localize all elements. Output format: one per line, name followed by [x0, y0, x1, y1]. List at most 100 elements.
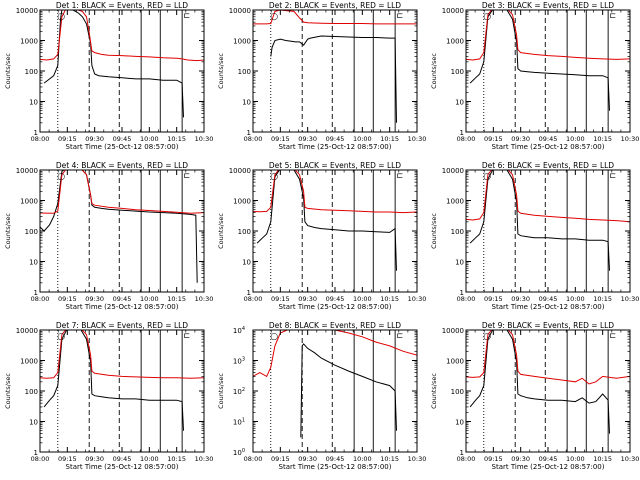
panel-det-3: Det 3: BLACK = Events, RED = LLD Counts/s…: [430, 1, 639, 151]
y-tick-label: 10: [242, 259, 251, 267]
y-tick-label: 100: [451, 228, 464, 236]
x-tick-label: 09:45: [539, 295, 558, 303]
x-tick-label: 10:15: [167, 135, 186, 143]
x-tick-label: 09:45: [113, 295, 132, 303]
y-tick-label: 1000: [233, 38, 251, 46]
panel-title: Det 6: BLACK = Events, RED = LLD: [482, 161, 614, 170]
y-tick-label: 10000: [16, 167, 38, 175]
x-tick-label: 09:45: [113, 135, 132, 143]
y-tick-label: 10: [455, 419, 464, 427]
y-tick-label: 100: [238, 68, 251, 76]
series-lld: [466, 330, 630, 385]
y-axis-label: Counts/sec: [4, 373, 12, 409]
x-tick-label: 09:45: [326, 295, 345, 303]
bracket-marker: ⊏: [184, 331, 191, 340]
y-tick-label: 1: [460, 129, 464, 137]
x-tick-label: 10:00: [353, 135, 372, 143]
x-tick-label: 10:30: [408, 455, 427, 463]
bracket-marker: ⊏: [610, 11, 617, 20]
panel-det-2: Det 2: BLACK = Events, RED = LLD Counts/s…: [217, 1, 426, 151]
plot-frame: [39, 169, 205, 293]
x-tick-label: 08:00: [244, 295, 263, 303]
event-marker: ○: [483, 172, 491, 182]
x-tick-label: 09:45: [539, 135, 558, 143]
series-lld: [466, 10, 630, 61]
y-tick-label: 10: [242, 99, 251, 107]
panel-title: Det 7: BLACK = Events, RED = LLD: [56, 321, 188, 330]
event-marker: ○: [483, 332, 491, 342]
x-tick-label: 09:30: [298, 295, 317, 303]
x-tick-label: 09:45: [326, 135, 345, 143]
x-tick-label: 09:15: [58, 135, 77, 143]
x-tick-label: 09:15: [58, 455, 77, 463]
x-tick-label: 10:00: [353, 295, 372, 303]
x-tick-label: 10:15: [380, 295, 399, 303]
y-tick-label: 100: [25, 388, 38, 396]
y-tick-label: 10000: [442, 167, 464, 175]
x-tick-label: 10:30: [195, 455, 214, 463]
y-tick-label: 103: [233, 357, 245, 366]
x-tick-label: 10:30: [195, 135, 214, 143]
x-axis-label: Start Time (25-Oct-12 08:57:00): [492, 143, 605, 151]
y-tick-label: 10000: [16, 7, 38, 15]
x-tick-label: 10:30: [621, 295, 640, 303]
y-tick-label: 10000: [229, 7, 251, 15]
x-axis-label: Start Time (25-Oct-12 08:57:00): [279, 303, 392, 311]
y-tick-label: 10000: [16, 327, 38, 335]
bracket-marker: ⊏: [397, 11, 404, 20]
x-tick-label: 08:00: [31, 455, 50, 463]
y-tick-label: 104: [233, 326, 245, 335]
x-tick-label: 10:30: [195, 295, 214, 303]
series-events: [300, 343, 397, 438]
panel-title: Det 3: BLACK = Events, RED = LLD: [482, 1, 614, 10]
x-axis-label: Start Time (25-Oct-12 08:57:00): [279, 463, 392, 471]
bracket-marker: ⊏: [184, 171, 191, 180]
bracket-marker: ⊏: [397, 171, 404, 180]
bracket-marker: ⊏: [184, 11, 191, 20]
y-axis-label: Counts/sec: [217, 213, 225, 249]
x-tick-label: 09:30: [511, 295, 530, 303]
x-tick-label: 08:00: [31, 295, 50, 303]
y-tick-label: 10000: [229, 167, 251, 175]
x-tick-label: 09:15: [58, 295, 77, 303]
plot-frame: [465, 9, 631, 133]
series-lld: [40, 330, 204, 379]
panel-det-4: Det 4: BLACK = Events, RED = LLD Counts/s…: [4, 161, 213, 311]
x-axis-label: Start Time (25-Oct-12 08:57:00): [66, 143, 179, 151]
event-marker: ○: [270, 172, 278, 182]
x-tick-label: 08:00: [244, 455, 263, 463]
y-tick-label: 1000: [446, 358, 464, 366]
y-tick-label: 100: [451, 388, 464, 396]
y-tick-label: 10: [29, 99, 38, 107]
panel-title: Det 2: BLACK = Events, RED = LLD: [269, 1, 401, 10]
series-lld: [40, 170, 204, 214]
x-axis-label: Start Time (25-Oct-12 08:57:00): [66, 463, 179, 471]
x-tick-label: 08:00: [457, 455, 476, 463]
x-tick-label: 10:00: [566, 295, 585, 303]
x-axis-label: Start Time (25-Oct-12 08:57:00): [492, 303, 605, 311]
event-marker: ○: [57, 12, 65, 22]
x-tick-label: 10:15: [593, 455, 612, 463]
x-tick-label: 09:15: [484, 135, 503, 143]
y-axis-label: Counts/sec: [430, 213, 438, 249]
y-tick-label: 1000: [20, 358, 38, 366]
y-tick-label: 10000: [442, 7, 464, 15]
y-axis-label: Counts/sec: [4, 53, 12, 89]
y-tick-label: 1: [247, 129, 251, 137]
bracket-marker: ⊏: [610, 331, 617, 340]
series-lld: [253, 330, 417, 378]
x-tick-label: 10:30: [621, 455, 640, 463]
x-tick-label: 08:00: [31, 135, 50, 143]
series-events: [40, 170, 198, 283]
series-events: [43, 330, 184, 431]
y-tick-label: 100: [233, 448, 245, 457]
y-tick-label: 1: [460, 449, 464, 457]
event-marker: ○: [57, 172, 65, 182]
x-tick-label: 09:30: [511, 135, 530, 143]
y-tick-label: 101: [233, 418, 245, 427]
panel-det-6: Det 6: BLACK = Events, RED = LLD Counts/s…: [430, 161, 639, 311]
x-axis-label: Start Time (25-Oct-12 08:57:00): [492, 463, 605, 471]
panel-det-8: Det 8: BLACK = Events, RED = LLD Counts/s…: [217, 321, 426, 471]
y-tick-label: 1: [34, 449, 38, 457]
